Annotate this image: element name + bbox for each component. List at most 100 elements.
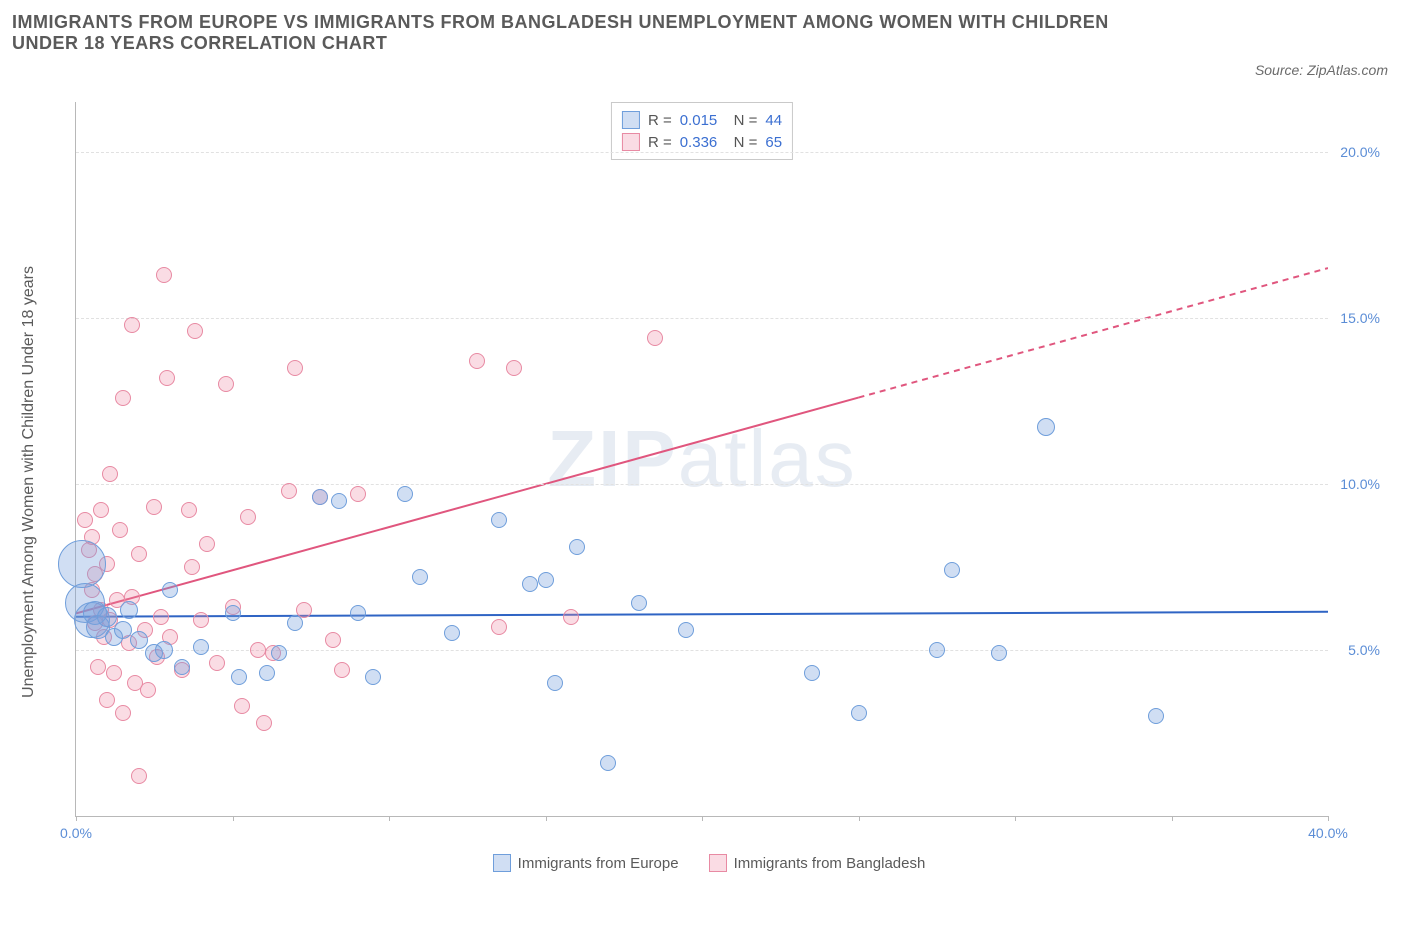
trend-lines (76, 102, 1328, 816)
data-point (130, 631, 148, 649)
x-tick-label: 40.0% (1308, 825, 1348, 841)
data-point (153, 609, 169, 625)
data-point (187, 323, 203, 339)
gridline (76, 152, 1328, 153)
stat-n-value: 65 (765, 134, 782, 151)
data-point (102, 466, 118, 482)
legend-label: Immigrants from Bangladesh (734, 855, 926, 872)
x-tick (546, 816, 547, 821)
data-point (93, 502, 109, 518)
legend-label: Immigrants from Europe (518, 855, 679, 872)
correlation-chart: Unemployment Among Women with Children U… (30, 92, 1388, 872)
legend-item: Immigrants from Bangladesh (709, 854, 926, 872)
x-tick-label: 0.0% (60, 825, 92, 841)
legend-swatch (622, 133, 640, 151)
data-point (218, 376, 234, 392)
watermark-bold: ZIP (547, 414, 677, 503)
data-point (678, 622, 694, 638)
stat-n-label: N = (725, 134, 757, 151)
data-point (469, 353, 485, 369)
data-point (491, 512, 507, 528)
data-point (350, 486, 366, 502)
data-point (112, 522, 128, 538)
data-point (569, 539, 585, 555)
legend-swatch (493, 854, 511, 872)
data-point (563, 609, 579, 625)
stat-r-label: R = (648, 112, 672, 129)
data-point (1037, 418, 1055, 436)
gridline (76, 318, 1328, 319)
x-tick (76, 816, 77, 821)
data-point (199, 536, 215, 552)
data-point (325, 632, 341, 648)
data-point (120, 601, 138, 619)
data-point (538, 572, 554, 588)
data-point (506, 360, 522, 376)
stat-r-value: 0.015 (680, 112, 718, 129)
data-point (312, 489, 328, 505)
x-tick (702, 816, 703, 821)
gridline (76, 484, 1328, 485)
x-tick (233, 816, 234, 821)
data-point (115, 390, 131, 406)
data-point (234, 698, 250, 714)
data-point (256, 715, 272, 731)
source-text: Source: ZipAtlas.com (1255, 62, 1388, 78)
data-point (77, 512, 93, 528)
data-point (334, 662, 350, 678)
data-point (90, 659, 106, 675)
data-point (287, 615, 303, 631)
data-point (397, 486, 413, 502)
data-point (547, 675, 563, 691)
data-point (155, 641, 173, 659)
data-point (156, 267, 172, 283)
data-point (1148, 708, 1164, 724)
data-point (281, 483, 297, 499)
watermark-light: atlas (678, 414, 857, 503)
data-point (522, 576, 538, 592)
data-point (350, 605, 366, 621)
series-legend: Immigrants from Europe Immigrants from Ba… (30, 854, 1388, 872)
data-point (271, 645, 287, 661)
x-tick (389, 816, 390, 821)
data-point (58, 540, 106, 588)
data-point (412, 569, 428, 585)
legend-item: Immigrants from Europe (493, 854, 679, 872)
legend-swatch (709, 854, 727, 872)
data-point (240, 509, 256, 525)
stats-legend-row: R = 0.015 N = 44 (622, 109, 782, 131)
y-tick-label: 10.0% (1340, 476, 1380, 492)
y-tick-label: 15.0% (1340, 310, 1380, 326)
data-point (991, 645, 1007, 661)
data-point (115, 705, 131, 721)
data-point (209, 655, 225, 671)
data-point (146, 499, 162, 515)
trend-line-dashed (859, 268, 1329, 398)
data-point (193, 612, 209, 628)
x-tick (1172, 816, 1173, 821)
data-point (647, 330, 663, 346)
x-tick (1015, 816, 1016, 821)
data-point (97, 607, 117, 627)
stats-legend-row: R = 0.336 N = 65 (622, 131, 782, 153)
x-tick (859, 816, 860, 821)
data-point (131, 546, 147, 562)
data-point (250, 642, 266, 658)
data-point (162, 582, 178, 598)
data-point (365, 669, 381, 685)
plot-area: ZIPatlas R = 0.015 N = 44R = 0.336 N = 6… (75, 102, 1328, 817)
data-point (99, 692, 115, 708)
data-point (444, 625, 460, 641)
legend-swatch (622, 111, 640, 129)
x-tick (1328, 816, 1329, 821)
data-point (124, 317, 140, 333)
data-point (106, 665, 122, 681)
data-point (600, 755, 616, 771)
data-point (944, 562, 960, 578)
y-tick-label: 5.0% (1348, 642, 1380, 658)
stat-n-label: N = (725, 112, 757, 129)
data-point (631, 595, 647, 611)
data-point (851, 705, 867, 721)
data-point (331, 493, 347, 509)
data-point (184, 559, 200, 575)
